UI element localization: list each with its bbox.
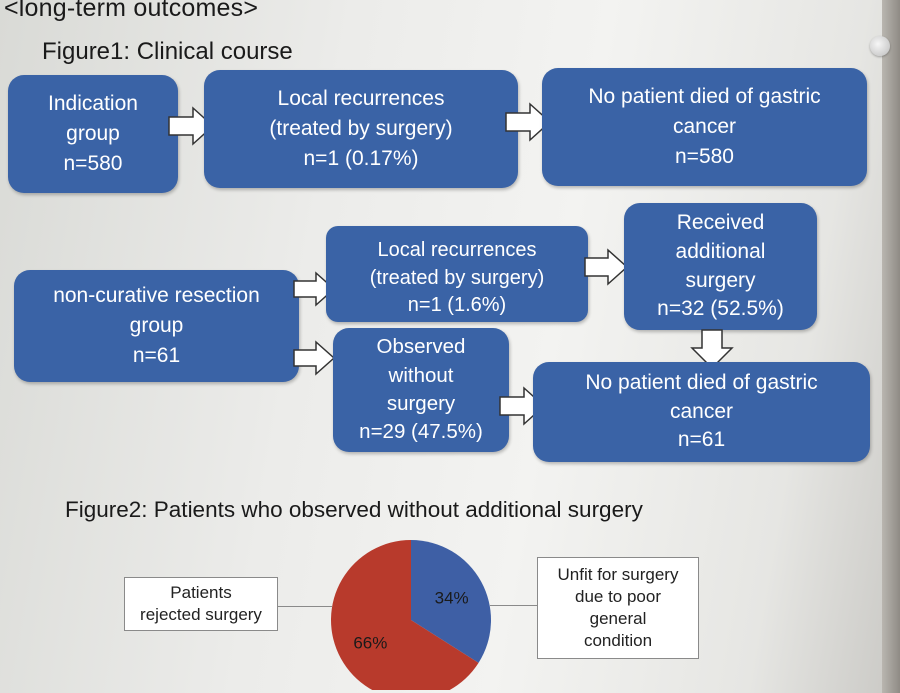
local-rec2-count: n=1 (1.6%) — [407, 294, 507, 317]
right-arrow-icon — [168, 106, 215, 146]
right-arrow-icon — [505, 102, 552, 142]
observed-box: Observed without surgery n=29 (47.5%) — [333, 328, 509, 452]
no-death2-count: n=61 — [677, 428, 726, 452]
unfit-line1: Unfit for surgery — [557, 564, 679, 584]
right-arrow-icon — [584, 248, 629, 286]
unfit-line3: general — [589, 609, 647, 628]
no-death2-line1: No patient died of gastric — [585, 370, 818, 394]
local-rec1-line1: Local recurrences — [277, 87, 445, 111]
additional-surgery-box: Received additional surgery n=32 (52.5%) — [624, 203, 817, 330]
rejected-line2: rejected surgery — [140, 605, 262, 624]
local-rec1-line2: (treated by surgery) — [269, 117, 453, 141]
pie-label-unfit: 34% — [435, 589, 469, 608]
additional-line2: additional — [675, 239, 766, 263]
indication-line2: group — [66, 122, 120, 146]
local-rec2-line2: (treated by surgery) — [369, 266, 545, 289]
local-rec2-line1: Local recurrences — [377, 239, 537, 262]
pie-slice-unfit — [411, 540, 491, 663]
local-recurrence-box-2: Local recurrences (treated by surgery) n… — [326, 226, 588, 322]
observed-line1: Observed — [376, 335, 466, 359]
no-death-box-2: No patient died of gastric cancer n=61 — [533, 362, 870, 462]
unfit-surgery-label: Unfit for surgery due to poor general co… — [537, 557, 699, 659]
observed-line2: without — [388, 363, 454, 387]
poster-edge — [882, 0, 900, 693]
rejected-line1: Patients — [170, 582, 232, 602]
indication-count: n=580 — [63, 151, 123, 175]
figure2-title: Figure2: Patients who observed without a… — [65, 497, 643, 522]
right-arrow-icon — [293, 271, 336, 307]
additional-line1: Received — [676, 210, 765, 234]
down-arrow-icon — [690, 329, 734, 370]
no-death1-line1: No patient died of gastric — [588, 85, 821, 109]
unfit-line2: due to poor — [574, 586, 661, 606]
figure1-title: Figure1: Clinical course — [42, 38, 293, 65]
no-death2-line2: cancer — [669, 399, 734, 423]
left-leader-line — [276, 606, 332, 607]
right-leader-line — [490, 605, 538, 606]
noncurative-group-box: non-curative resection group n=61 — [14, 270, 299, 382]
indication-line1: Indication — [48, 92, 138, 116]
additional-count: n=32 (52.5%) — [657, 297, 784, 321]
right-arrow-icon — [293, 340, 336, 376]
observed-count: n=29 (47.5%) — [359, 420, 483, 444]
outcome-pie-chart: 34% 66% — [331, 540, 491, 690]
pie-slice-rejected — [331, 540, 479, 690]
noncurative-line2: group — [129, 314, 184, 338]
local-rec1-count: n=1 (0.17%) — [303, 146, 419, 170]
indication-group-box: Indication group n=580 — [8, 75, 178, 193]
noncurative-count: n=61 — [132, 343, 181, 367]
local-recurrence-box-1: Local recurrences (treated by surgery) n… — [204, 70, 518, 188]
no-death1-line2: cancer — [672, 115, 737, 139]
no-death1-count: n=580 — [675, 144, 734, 168]
noncurative-line1: non-curative resection — [53, 284, 260, 308]
push-pin-icon — [870, 36, 890, 56]
unfit-line4: condition — [583, 631, 653, 651]
no-death-box-1: No patient died of gastric cancer n=580 — [542, 68, 867, 186]
observed-line3: surgery — [386, 392, 456, 415]
page-title: <long-term outcomes> — [4, 0, 259, 22]
pie-label-rejected: 66% — [353, 633, 387, 652]
rejected-surgery-label: Patients rejected surgery — [124, 577, 278, 631]
additional-line3: surgery — [685, 268, 756, 292]
